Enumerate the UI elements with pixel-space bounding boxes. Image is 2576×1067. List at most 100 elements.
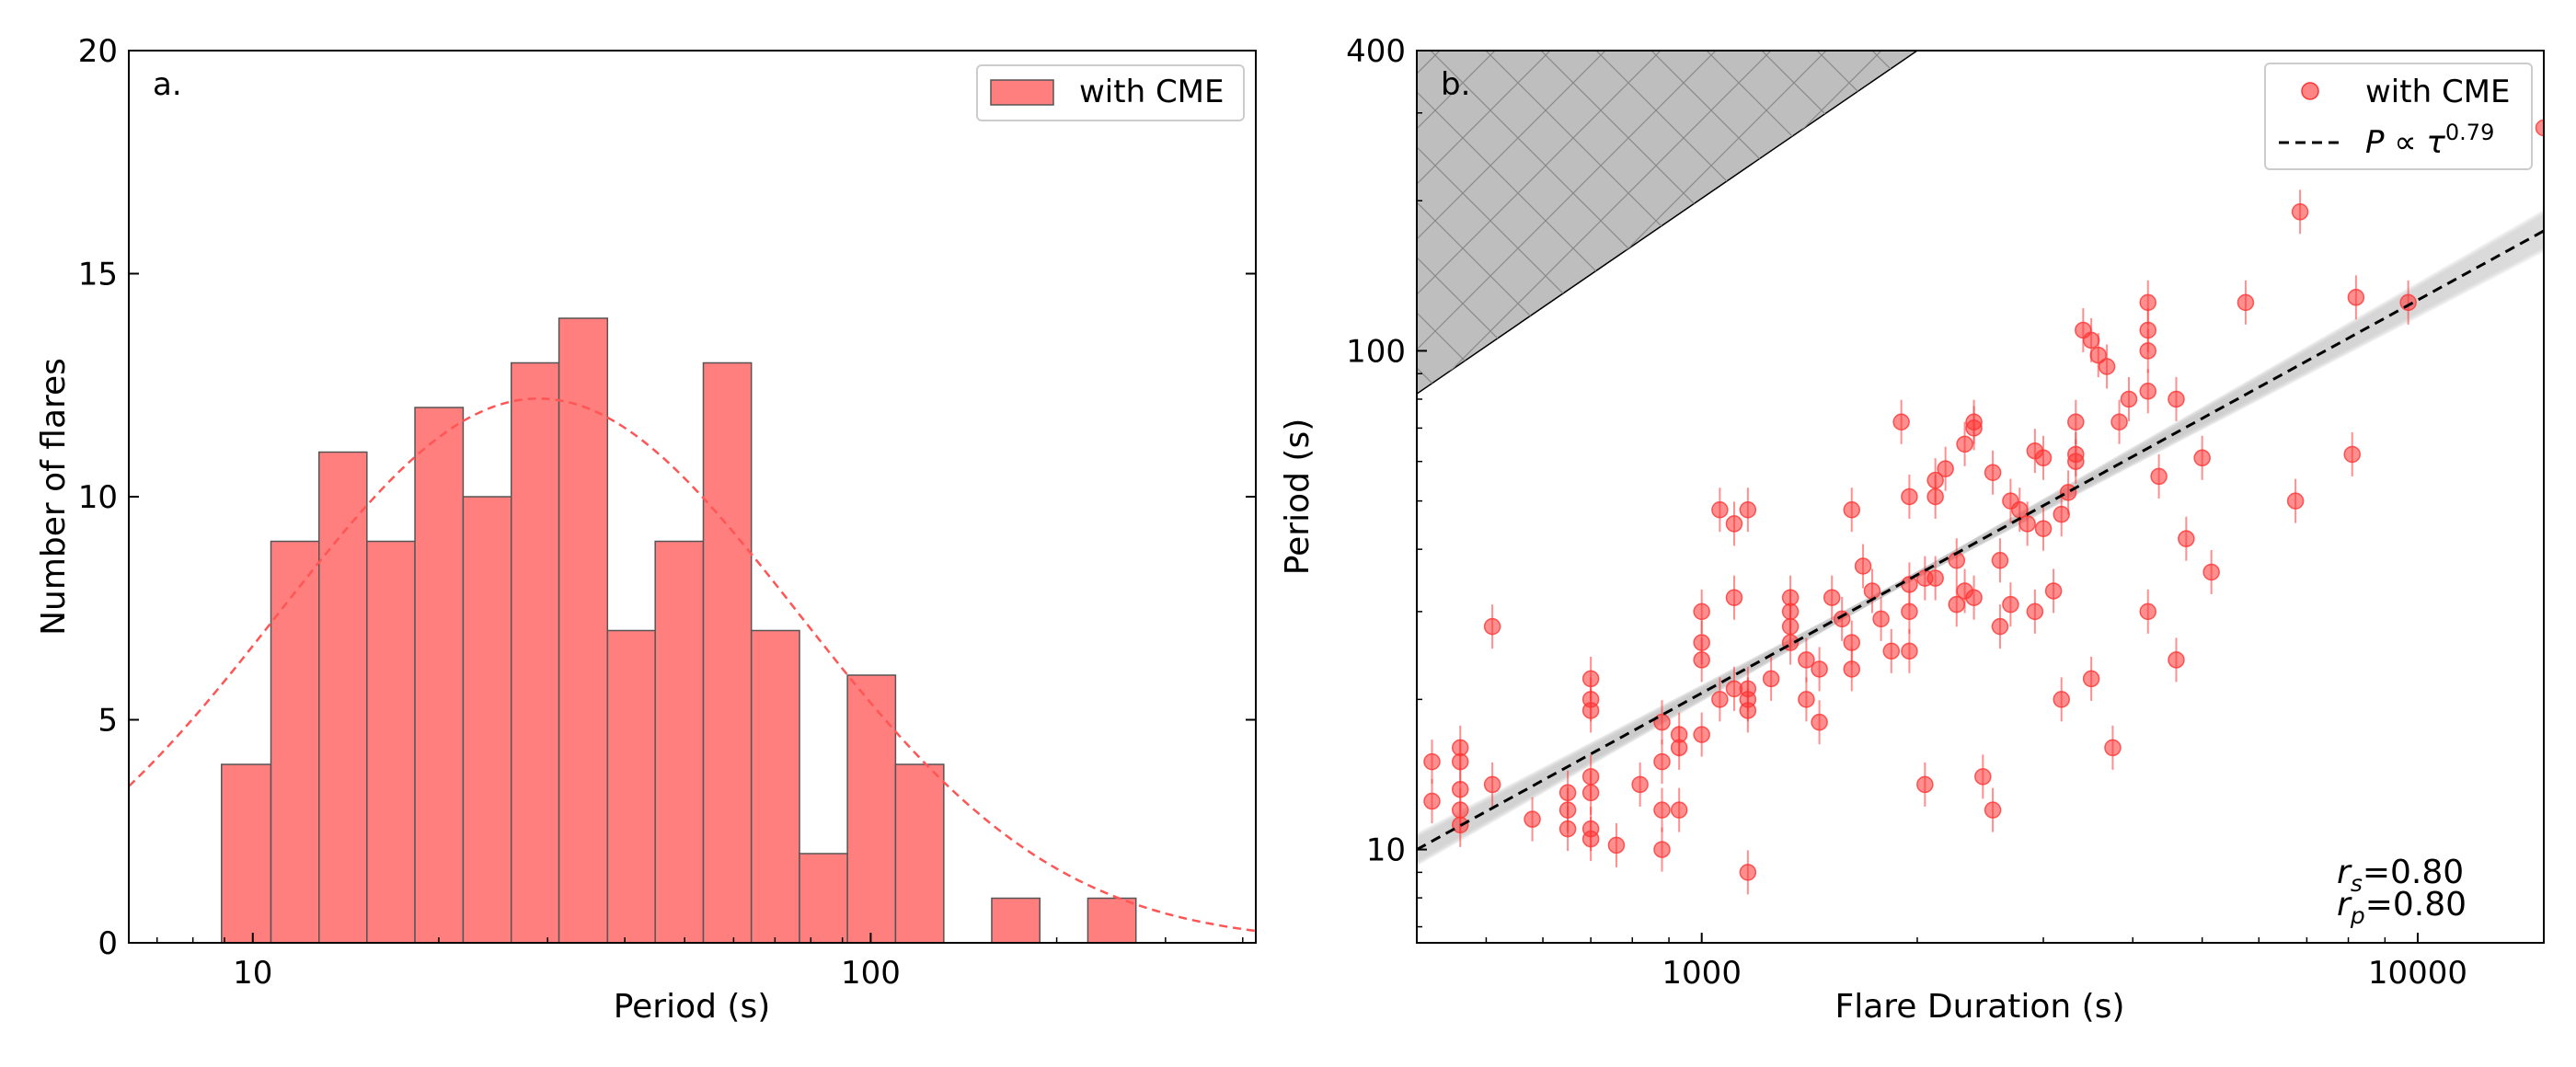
data-point <box>1711 500 1729 519</box>
bootstrap-line <box>1417 241 2544 843</box>
data-point <box>2139 321 2156 339</box>
bootstrap-line <box>1417 230 2544 851</box>
histogram-y-label: Number of flares <box>35 358 73 636</box>
data-point <box>2098 358 2116 375</box>
data-point <box>1451 801 1469 819</box>
data-point <box>2237 293 2255 312</box>
data-point <box>1926 471 1944 489</box>
x-tick-label: 1000 <box>1662 955 1742 992</box>
data-point <box>1956 435 1973 453</box>
scatter-legend: with CME P ∝ τ0.79 <box>2264 63 2533 170</box>
bootstrap-line <box>1417 215 2544 862</box>
histogram-bar <box>414 407 465 943</box>
legend-label-with-cme: with CME <box>2365 74 2511 110</box>
data-point <box>2139 602 2156 621</box>
data-point <box>2067 413 2085 431</box>
bootstrap-line <box>1417 224 2544 855</box>
data-point <box>1781 589 1800 606</box>
data-point <box>1974 768 1992 786</box>
x-tick-label: 10000 <box>2368 955 2467 992</box>
data-point <box>2139 383 2156 400</box>
data-point <box>2053 691 2070 708</box>
y-tick-label: 0 <box>98 925 118 962</box>
data-point <box>2026 602 2044 621</box>
data-point <box>1653 752 1671 771</box>
bootstrap-line <box>1417 216 2544 861</box>
data-point <box>1739 500 1757 519</box>
data-point <box>1984 801 2002 819</box>
data-point <box>1558 801 1577 819</box>
scatter-frame <box>1416 50 2545 944</box>
data-point <box>2139 293 2156 312</box>
bootstrap-line <box>1417 222 2544 857</box>
data-point <box>2034 449 2053 467</box>
bootstrap-line <box>1417 211 2544 866</box>
data-point <box>1451 780 1469 798</box>
data-point <box>1739 702 1757 719</box>
data-point <box>2291 203 2309 221</box>
data-point <box>1991 551 2009 569</box>
y-tick-label: 20 <box>78 33 118 70</box>
data-point <box>1607 836 1626 855</box>
bootstrap-line <box>1417 242 2544 842</box>
data-point <box>1843 500 1861 519</box>
histogram-bar <box>702 361 753 943</box>
x-tick-label: 100 <box>841 955 901 992</box>
y-tick-label: 15 <box>78 257 118 293</box>
y-tick-label: 5 <box>98 703 118 740</box>
data-point <box>1781 617 1800 636</box>
data-point <box>1693 602 1710 621</box>
data-point <box>2399 293 2417 312</box>
data-point <box>2202 563 2220 581</box>
data-point <box>1558 820 1577 838</box>
histogram-bar <box>1087 897 1137 943</box>
y-tick-label: 10 <box>1366 832 1406 869</box>
bootstrap-line <box>1417 238 2544 844</box>
data-point <box>2104 739 2122 757</box>
bootstrap-line <box>1417 210 2544 866</box>
data-point <box>1693 651 1710 669</box>
scatter-axes: 10 100 400 1000 10000 <box>1346 33 2467 992</box>
data-point <box>1423 792 1441 810</box>
bootstrap-line <box>1417 236 2544 845</box>
data-point <box>1872 610 1890 628</box>
bootstrap-line <box>1417 244 2544 841</box>
bootstrap-line <box>1417 227 2544 853</box>
histogram-bar <box>462 496 512 943</box>
data-point <box>1653 801 1671 819</box>
scatter-y-label: Period (s) <box>1279 419 1317 576</box>
histogram-legend: with CME <box>976 64 1245 121</box>
data-point <box>1670 726 1688 743</box>
data-point <box>1739 864 1757 881</box>
data-point <box>1901 488 1918 506</box>
data-point <box>1892 413 1910 431</box>
data-point <box>1843 660 1861 678</box>
bootstrap-line <box>1417 239 2544 843</box>
data-point <box>1901 602 1918 621</box>
data-point <box>2535 119 2544 137</box>
data-point <box>1670 801 1688 819</box>
data-point <box>1926 569 1944 587</box>
histogram-x-label: Period (s) <box>614 988 771 1026</box>
data-point <box>2018 515 2036 533</box>
data-point <box>2082 331 2100 350</box>
data-point <box>1762 670 1780 688</box>
data-point <box>2002 595 2019 614</box>
data-point <box>1451 752 1469 771</box>
data-point <box>1823 589 1841 606</box>
data-point <box>2168 651 2185 669</box>
data-point <box>1581 691 1600 708</box>
data-point <box>2168 390 2185 408</box>
data-point <box>1854 557 1872 575</box>
histogram-bar <box>510 361 560 943</box>
bootstrap-line <box>1417 235 2544 847</box>
y-tick-label: 400 <box>1346 33 1406 70</box>
data-point <box>2059 484 2077 501</box>
data-point <box>1948 595 1966 614</box>
data-point <box>1524 810 1541 828</box>
data-point <box>1631 775 1649 794</box>
data-point <box>1725 589 1743 606</box>
data-point <box>2044 582 2063 600</box>
